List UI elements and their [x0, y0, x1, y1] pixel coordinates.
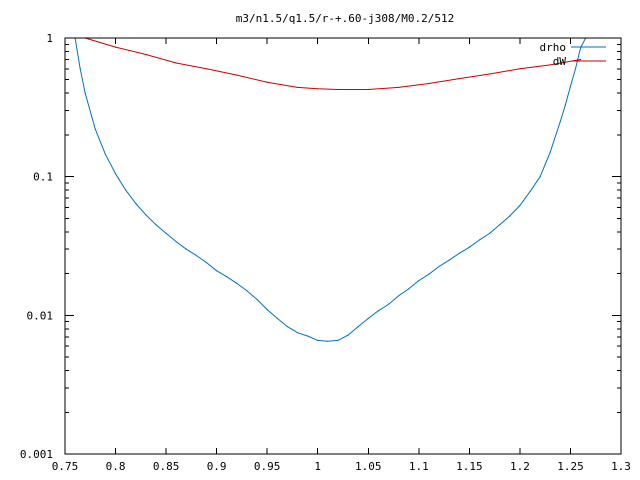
data-point-drho — [478, 239, 481, 241]
data-point-drho — [569, 85, 572, 87]
data-point-drho — [317, 339, 319, 341]
data-point-drho — [256, 298, 258, 301]
data-point-dw — [317, 88, 319, 90]
data-point-drho — [549, 151, 551, 153]
data-point-dw — [175, 62, 177, 64]
data-point-drho — [564, 104, 567, 106]
data-point-drho — [559, 120, 561, 123]
data-point-drho — [428, 273, 430, 275]
data-point-drho — [125, 189, 127, 191]
data-point-drho — [468, 246, 470, 248]
data-point-drho — [448, 259, 450, 261]
data-point-drho — [79, 68, 81, 70]
data-point-drho — [216, 270, 218, 272]
data-point-dw — [114, 46, 117, 48]
data-point-drho — [185, 248, 187, 250]
data-point-drho — [307, 335, 309, 337]
data-point-drho — [175, 241, 177, 243]
data-point-dw — [580, 58, 582, 61]
data-point-dw — [145, 53, 147, 56]
x-tick-label: 0.85 — [153, 460, 180, 473]
data-point-dw — [337, 88, 339, 91]
data-point-drho — [165, 232, 167, 234]
legend-label-drho: drho — [540, 41, 567, 54]
x-tick-label: 1.2 — [510, 460, 530, 473]
x-tick-label: 1.1 — [409, 460, 429, 473]
data-point-dw — [398, 86, 400, 88]
data-point-drho — [84, 92, 86, 94]
data-point-drho — [509, 215, 511, 217]
y-tick-label: 0.1 — [33, 171, 53, 184]
data-point-drho — [418, 280, 420, 282]
data-point-drho — [94, 128, 96, 130]
chart-title: m3/n1.5/q1.5/r-+.60-j308/M0.2/512 — [236, 12, 455, 25]
data-point-drho — [135, 202, 137, 205]
x-tick-label: 1.3 — [611, 460, 631, 473]
data-point-dw — [236, 74, 238, 76]
y-tick-label: 1 — [46, 32, 53, 45]
data-point-drho — [205, 262, 208, 264]
data-point-drho — [574, 68, 577, 70]
data-point-drho — [539, 176, 541, 178]
x-tick-label: 0.8 — [106, 460, 126, 473]
data-point-drho — [236, 282, 238, 284]
data-point-drho — [266, 309, 268, 311]
x-tick-label: 1.25 — [557, 460, 584, 473]
data-point-drho — [337, 339, 339, 341]
data-point-drho — [357, 326, 359, 328]
data-point-dw — [367, 88, 369, 91]
data-point-dw — [266, 81, 268, 83]
x-tick-label: 1.05 — [355, 460, 382, 473]
data-point-dw — [549, 64, 551, 66]
data-point-drho — [438, 265, 440, 268]
legend: drho dW — [540, 41, 606, 68]
x-tick-label: 0.75 — [52, 460, 79, 473]
data-point-dw — [428, 82, 430, 85]
series-line-drho — [74, 37, 587, 342]
data-point-dw — [519, 68, 521, 70]
legend-label-dw: dW — [553, 55, 567, 68]
data-point-dw — [489, 73, 491, 75]
data-point-drho — [519, 204, 521, 207]
data-point-drho — [195, 254, 197, 257]
data-point-drho — [377, 310, 379, 312]
x-tick-label: 1 — [314, 460, 321, 473]
y-tick-label: 0.01 — [27, 309, 54, 322]
axis-ticks: 0.75 0.8 0.85 0.9 0.95 1 1.05 1.1 1.15 1.2 1.25 1.3… — [20, 32, 631, 473]
data-point-drho — [155, 224, 157, 226]
data-point-drho — [276, 317, 278, 319]
data-point-drho — [529, 191, 531, 193]
data-point-drho — [246, 290, 248, 292]
data-point-drho — [114, 173, 117, 175]
data-point-drho — [145, 214, 147, 216]
data-point-drho — [327, 340, 329, 342]
data-point-drho — [408, 288, 410, 290]
series-layer — [74, 37, 587, 342]
data-point-drho — [489, 232, 491, 234]
data-point-dw — [458, 78, 460, 80]
data-point-drho — [458, 252, 460, 254]
x-tick-label: 0.9 — [207, 460, 227, 473]
y-tick-label: 0.001 — [20, 448, 53, 461]
data-point-drho — [347, 334, 349, 336]
data-point-drho — [499, 224, 501, 226]
x-tick-label: 1.15 — [456, 460, 483, 473]
data-point-drho — [398, 295, 400, 297]
data-point-drho — [286, 326, 288, 328]
series-line-dw — [85, 37, 581, 90]
data-point-dw — [205, 68, 208, 70]
data-point-drho — [296, 332, 299, 334]
data-point-drho — [367, 317, 369, 319]
x-tick-label: 0.95 — [254, 460, 281, 473]
data-point-drho — [226, 276, 228, 278]
data-point-drho — [104, 153, 106, 155]
data-point-drho — [387, 303, 390, 305]
data-point-dw — [296, 86, 299, 88]
plot-frame — [64, 37, 622, 455]
